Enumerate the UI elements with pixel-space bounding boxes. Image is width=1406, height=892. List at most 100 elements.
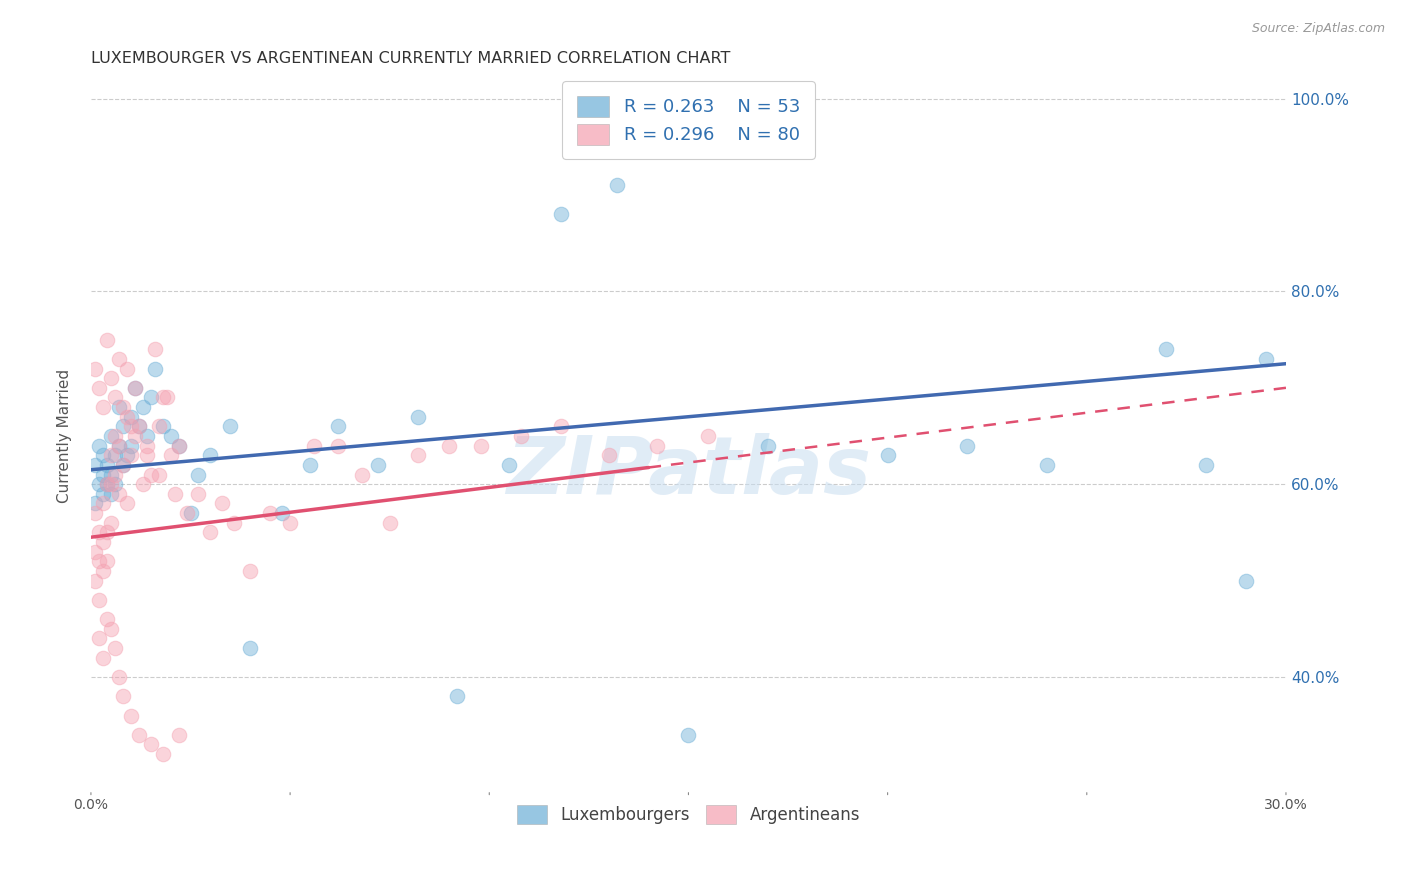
Point [135,439,157,453]
Point [350,467,373,482]
Point [100,448,122,462]
Point [111,690,134,704]
Point [100,477,122,491]
Point [124,381,146,395]
Point [84,506,107,520]
Point [100,371,122,385]
Point [187,467,209,482]
Point [100,467,122,482]
Point [128,728,150,742]
Point [96,477,118,491]
Point [224,516,246,530]
Point [104,391,127,405]
Point [139,467,162,482]
Point [1234,574,1257,588]
Point [152,419,174,434]
Point [143,343,166,357]
Point [446,690,468,704]
Point [84,574,107,588]
Point [1156,343,1178,357]
Point [148,467,170,482]
Point [163,487,186,501]
Text: Source: ZipAtlas.com: Source: ZipAtlas.com [1251,22,1385,36]
Point [96,458,118,472]
Point [115,448,138,462]
Point [128,419,150,434]
Point [96,333,118,347]
Point [100,429,122,443]
Point [139,738,162,752]
Point [91,650,114,665]
Point [135,448,157,462]
Point [167,728,190,742]
Point [367,458,389,472]
Point [91,496,114,510]
Point [111,400,134,414]
Point [406,409,429,424]
Point [159,429,181,443]
Point [378,516,401,530]
Point [108,487,131,501]
Point [156,391,179,405]
Point [550,207,572,221]
Point [84,361,107,376]
Point [108,670,131,684]
Point [120,419,142,434]
Point [87,592,110,607]
Point [96,477,118,491]
Point [167,439,190,453]
Point [876,448,898,462]
Point [87,477,110,491]
Point [91,487,114,501]
Point [84,544,107,558]
Point [87,632,110,646]
Point [239,564,262,578]
Point [298,458,321,472]
Point [200,525,222,540]
Point [756,439,779,453]
Point [87,381,110,395]
Point [239,641,262,656]
Point [326,439,349,453]
Point [120,708,142,723]
Point [550,419,572,434]
Point [111,458,134,472]
Point [91,564,114,578]
Point [167,439,190,453]
Point [108,439,131,453]
Point [211,496,233,510]
Point [100,516,122,530]
Point [120,439,142,453]
Point [697,429,720,443]
Point [100,622,122,636]
Point [598,448,620,462]
Point [87,525,110,540]
Point [108,439,131,453]
Point [606,178,628,193]
Point [124,381,146,395]
Point [115,361,138,376]
Point [87,554,110,568]
Point [132,400,155,414]
Point [200,448,222,462]
Point [1254,351,1277,366]
Point [143,361,166,376]
Point [91,400,114,414]
Point [100,487,122,501]
Point [104,467,127,482]
Point [96,554,118,568]
Point [91,535,114,549]
Point [111,458,134,472]
Point [139,391,162,405]
Point [956,439,979,453]
Point [1195,458,1218,472]
Point [104,477,127,491]
Point [278,516,301,530]
Point [645,439,668,453]
Point [439,439,461,453]
Point [498,458,520,472]
Point [120,409,142,424]
Point [1036,458,1059,472]
Legend: Luxembourgers, Argentineans: Luxembourgers, Argentineans [506,795,870,834]
Point [108,400,131,414]
